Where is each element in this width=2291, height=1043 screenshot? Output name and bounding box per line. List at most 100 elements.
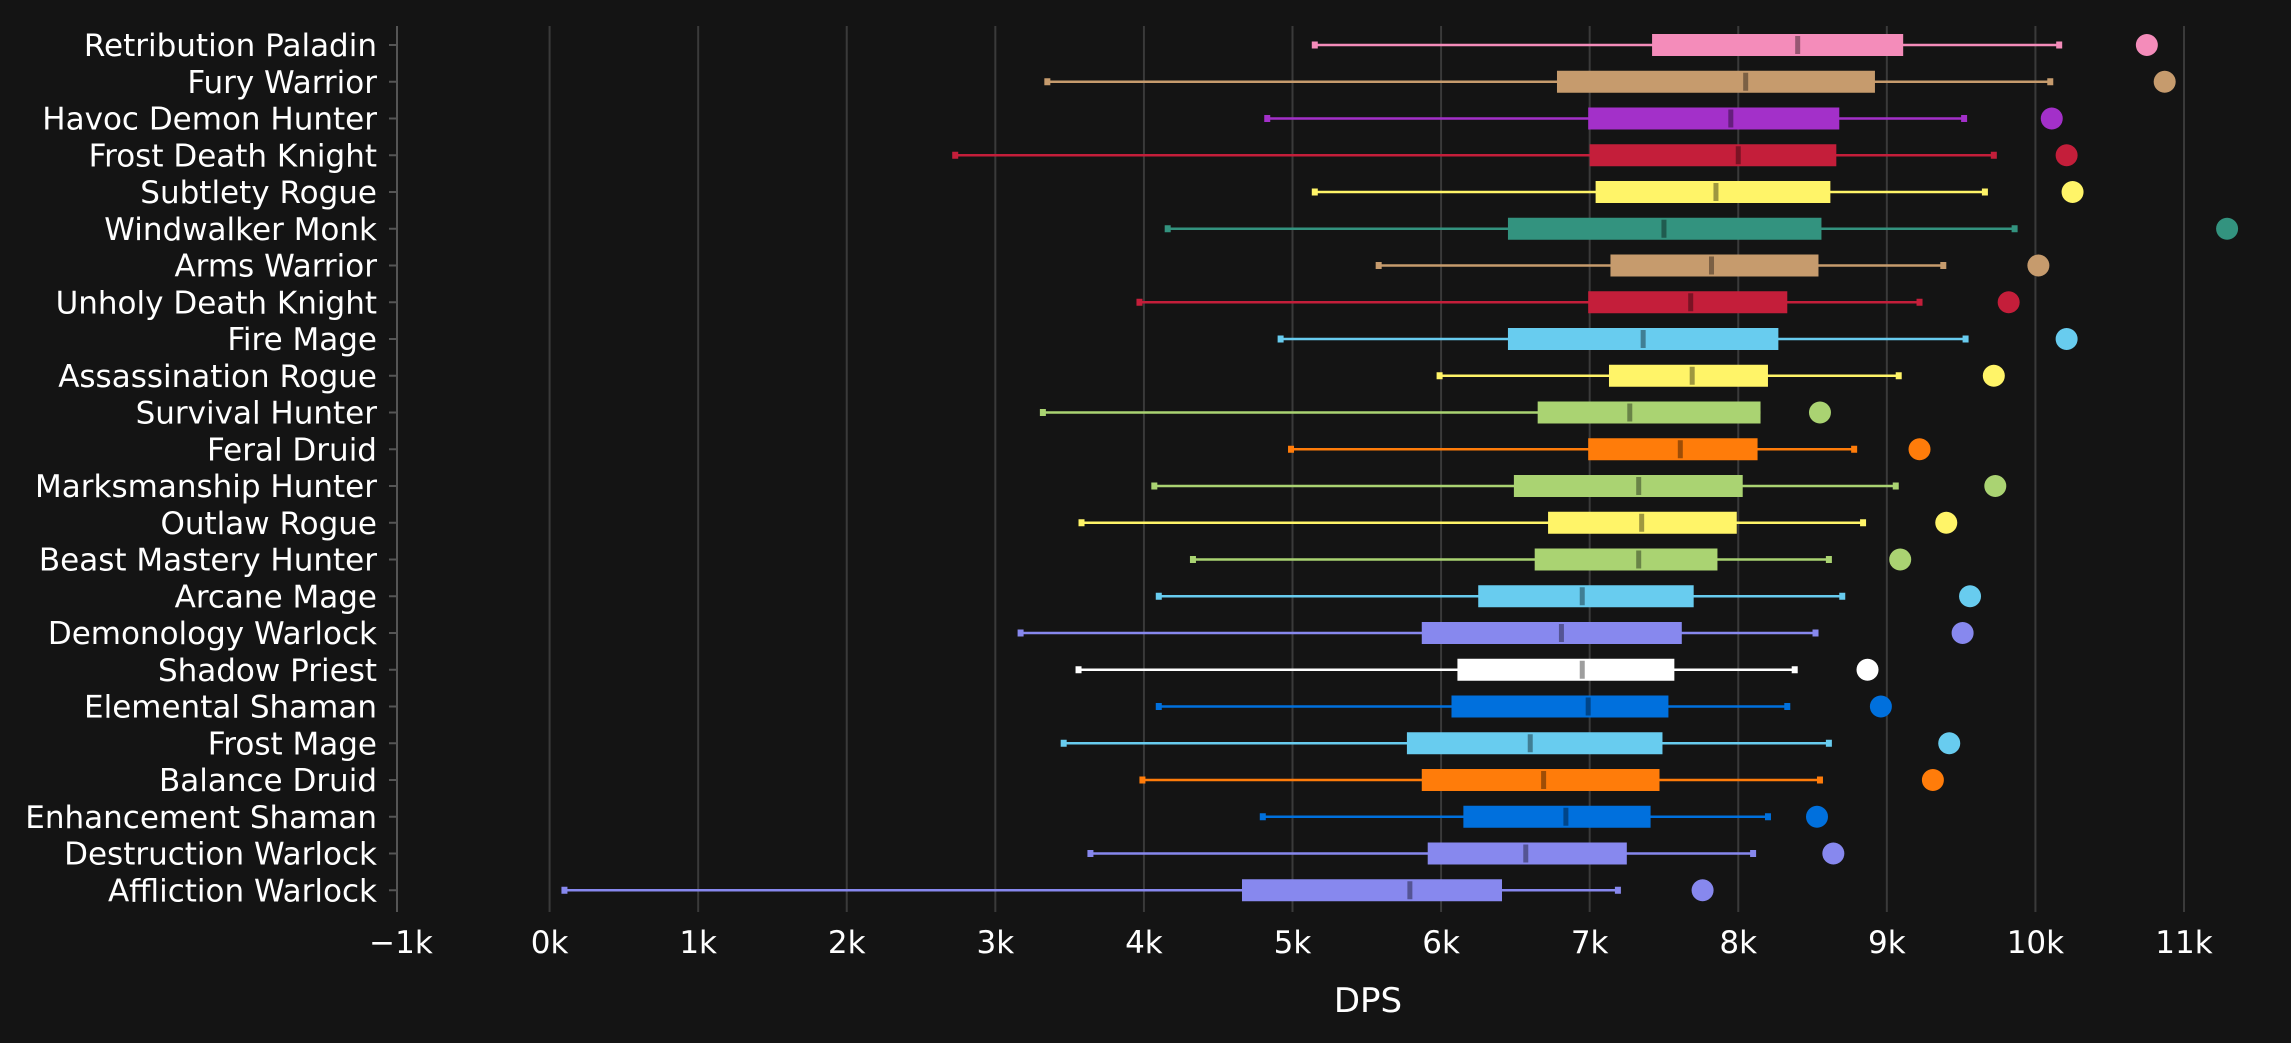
outlier-point — [2027, 254, 2050, 277]
grid-lines — [548, 26, 2185, 912]
box-plot-group — [1259, 805, 1828, 828]
category-label: Frost Mage — [208, 726, 377, 762]
iqr-box — [1241, 879, 1503, 902]
x-tick-label: 10k — [2007, 925, 2064, 961]
box-plot-group — [1311, 34, 2158, 56]
box-plot-group — [561, 879, 1714, 902]
x-tick-label: 7k — [1571, 925, 1609, 961]
whisker-min-cap — [1136, 298, 1143, 306]
box-plot-group — [1075, 658, 1879, 681]
box-plot-group — [1139, 769, 1944, 791]
x-tick-label: 5k — [1274, 925, 1312, 961]
whisker-min-cap — [1155, 592, 1162, 600]
median-marker — [1585, 697, 1591, 716]
outlier-point — [1997, 291, 2020, 314]
category-label: Affliction Warlock — [108, 873, 377, 909]
whisker-min-cap — [1311, 188, 1318, 196]
box-plot-group — [1375, 254, 2050, 277]
whisker-min-cap — [952, 151, 959, 159]
box-plot-group — [1436, 364, 2005, 387]
x-tick-label: 6k — [1422, 925, 1460, 961]
outlier-point — [1908, 438, 1931, 461]
median-marker — [1523, 844, 1529, 863]
whisker-min-cap — [1087, 850, 1094, 857]
iqr-box — [1513, 475, 1743, 497]
category-label: Fury Warrior — [187, 65, 377, 101]
iqr-box — [1478, 585, 1694, 608]
whisker-min-cap — [1155, 703, 1162, 710]
whisker-max-cap — [1614, 886, 1621, 894]
iqr-box — [1589, 144, 1837, 167]
whisker-max-cap — [1860, 519, 1867, 527]
whisker-min-cap — [1288, 445, 1295, 453]
median-marker — [1640, 330, 1646, 348]
whisker-min-cap — [1151, 482, 1158, 490]
median-marker — [1636, 550, 1642, 569]
category-label: Retribution Paladin — [84, 28, 377, 64]
whisker-max-cap — [1816, 776, 1823, 784]
category-label: Assassination Rogue — [58, 359, 377, 395]
outlier-point — [1984, 475, 2007, 497]
whisker-max-cap — [1839, 592, 1846, 600]
iqr-box — [1588, 107, 1840, 130]
median-marker — [1661, 219, 1667, 238]
median-marker — [1743, 72, 1749, 91]
whisker-min-cap — [1139, 776, 1146, 784]
iqr-box — [1610, 254, 1819, 277]
whisker-min-cap — [1044, 78, 1051, 86]
box-plots — [561, 34, 2239, 902]
median-marker — [1639, 513, 1645, 532]
whisker-max-cap — [1812, 629, 1819, 637]
whisker-max-cap — [1825, 556, 1832, 563]
iqr-box — [1556, 70, 1875, 93]
box-plot-group — [1164, 217, 2239, 240]
x-tick-label: −1k — [369, 925, 433, 961]
whisker-min-cap — [561, 886, 568, 894]
outlier-point — [1921, 769, 1944, 791]
median-marker — [1709, 256, 1715, 275]
outlier-point — [1822, 842, 1845, 865]
median-marker — [1541, 771, 1547, 789]
outlier-point — [1935, 511, 1958, 534]
box-plot-group — [1017, 622, 1974, 644]
category-label: Marksmanship Hunter — [35, 469, 377, 505]
median-marker — [1728, 109, 1734, 128]
whisker-max-cap — [1791, 666, 1798, 674]
category-label: Elemental Shaman — [84, 690, 377, 726]
whisker-min-cap — [1311, 41, 1318, 49]
whisker-max-cap — [1750, 850, 1757, 857]
whisker-max-cap — [1892, 482, 1899, 490]
category-label: Arms Warrior — [174, 249, 377, 285]
box-plot-group — [1151, 475, 2007, 497]
category-label: Feral Druid — [207, 432, 377, 468]
whisker-max-cap — [2011, 225, 2018, 233]
iqr-box — [1421, 622, 1682, 644]
box-plot-group — [1155, 585, 1982, 608]
box-plot-group — [1288, 438, 1931, 461]
category-label: Outlaw Rogue — [160, 506, 377, 542]
category-label: Subtlety Rogue — [140, 175, 377, 211]
outlier-point — [1691, 879, 1714, 902]
iqr-box — [1595, 181, 1831, 203]
outlier-point — [1805, 805, 1828, 828]
median-marker — [1735, 146, 1741, 165]
whisker-min-cap — [1078, 519, 1085, 527]
whisker-min-cap — [1164, 225, 1171, 233]
whisker-max-cap — [1961, 115, 1968, 122]
category-label: Unholy Death Knight — [56, 285, 377, 321]
median-marker — [1688, 293, 1694, 312]
whisker-max-cap — [1940, 262, 1947, 269]
x-tick-label: 2k — [828, 925, 866, 961]
median-marker — [1527, 734, 1533, 753]
outlier-point — [2061, 181, 2084, 203]
x-axis-title: DPS — [1334, 981, 1402, 1021]
x-tick-label: 8k — [1719, 925, 1757, 961]
iqr-box — [1588, 291, 1788, 314]
category-label: Windwalker Monk — [104, 212, 377, 248]
whisker-min-cap — [1436, 372, 1443, 380]
whisker-min-cap — [1039, 409, 1046, 416]
x-tick-label: 4k — [1125, 925, 1163, 961]
iqr-box — [1588, 438, 1758, 461]
box-plot-group — [1136, 291, 2020, 314]
median-marker — [1677, 440, 1683, 459]
